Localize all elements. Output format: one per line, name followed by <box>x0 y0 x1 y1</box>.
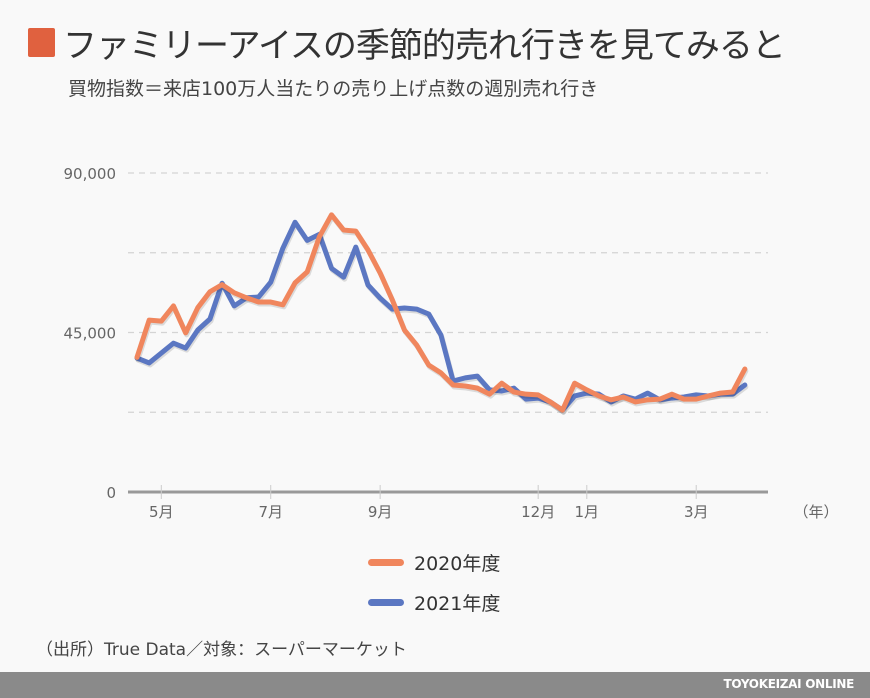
chart-subtitle: 買物指数＝来店100万人当たりの売り上げ点数の週別売れ行き <box>68 78 599 100</box>
legend-swatch-2020 <box>368 558 404 566</box>
series-shadow-2020年度 <box>135 214 749 415</box>
x-tick-label: 1月 <box>575 503 600 521</box>
title-row: ファミリーアイスの季節的売れ行きを見てみると <box>28 18 786 67</box>
footer-brand: TOYOKEIZAI ONLINE <box>723 677 854 691</box>
series-line-2021年度 <box>134 219 748 413</box>
x-tick-label: 3月 <box>684 503 709 521</box>
y-tick-label: 45,000 <box>64 325 117 343</box>
legend-item-2021: 2021年度 <box>368 584 500 620</box>
source-note: （出所）True Data／対象：スーパーマーケット <box>36 640 407 660</box>
series-line-2020年度 <box>134 212 748 413</box>
legend-swatch-2021 <box>368 598 404 606</box>
chart-title: ファミリーアイスの季節的売れ行きを見てみると <box>63 26 786 66</box>
x-axis-label: （年） <box>793 503 838 521</box>
series-lines <box>134 212 749 415</box>
x-tick-label: 9月 <box>368 503 393 521</box>
legend-item-2020: 2020年度 <box>368 544 500 580</box>
legend-label-2020: 2020年度 <box>414 552 501 575</box>
legend: 2020年度 2021年度 <box>368 544 500 624</box>
title-accent-square <box>28 28 55 57</box>
x-tick-label: 7月 <box>258 503 283 521</box>
gridlines <box>128 172 768 413</box>
y-tick-label: 0 <box>106 484 116 502</box>
x-tick-label: 5月 <box>149 503 174 521</box>
footer-bar: TOYOKEIZAI ONLINE <box>0 672 870 698</box>
x-tick-label: 12月 <box>521 503 555 521</box>
y-axis-ticks: 0 45,000 90,000 <box>64 165 117 502</box>
x-axis: 5月 7月 9月 12月 1月 3月 （年） <box>128 485 839 521</box>
legend-label-2021: 2021年度 <box>414 592 501 615</box>
y-tick-label: 90,000 <box>64 165 117 183</box>
